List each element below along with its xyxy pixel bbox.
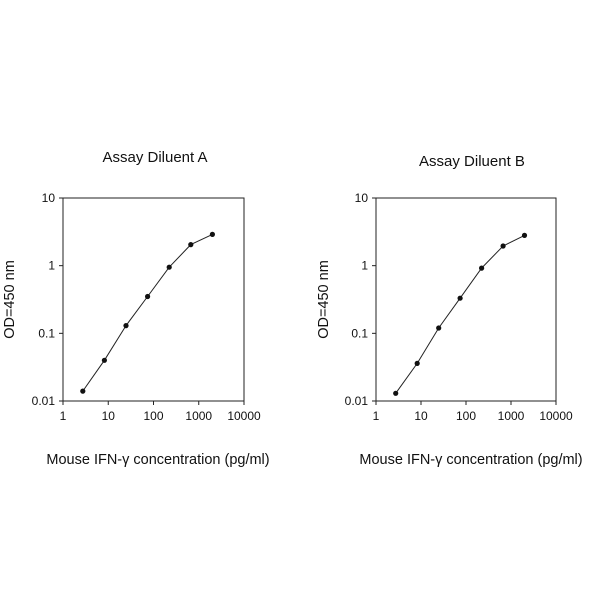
x-tick-label: 1 [373, 409, 380, 423]
x-axis-label: Mouse IFN-γ concentration (pg/ml) [46, 452, 269, 468]
data-point [521, 232, 528, 238]
x-tick-label: 100 [143, 409, 163, 423]
data-point [166, 264, 172, 270]
x-tick-label: 10000 [539, 409, 573, 423]
chart-title: Assay Diluent B [419, 153, 525, 170]
y-tick-label: 1 [361, 259, 368, 273]
y-tick-label: 0.01 [32, 394, 56, 408]
data-point [145, 293, 151, 300]
y-axis-label: OD=450 nm [2, 260, 18, 339]
data-point [500, 243, 506, 249]
series-line [82, 233, 213, 392]
y-tick-label: 0.1 [351, 326, 368, 340]
data-point [80, 388, 86, 394]
x-tick-label: 10 [414, 409, 428, 423]
plot-frame [62, 197, 245, 402]
y-tick-label: 10 [42, 191, 56, 205]
x-tick-label: 100 [456, 409, 476, 423]
y-tick-label: 10 [355, 191, 369, 205]
chart-title: Assay Diluent A [102, 149, 207, 166]
x-tick-label: 1 [60, 409, 67, 423]
data-point [209, 231, 215, 237]
data-point [101, 357, 107, 363]
x-tick-label: 1000 [498, 409, 525, 423]
series-line [395, 234, 525, 394]
x-tick-label: 1000 [185, 409, 212, 423]
chart-panel-1: Assay Diluent A 1 10 100 1000 10000 0.01 0.1 1 10… [2, 149, 270, 468]
data-point [188, 242, 194, 248]
plot-frame [375, 197, 557, 402]
x-tick-label: 10 [102, 409, 116, 423]
data-point [479, 265, 485, 271]
data-point [123, 323, 129, 329]
chart-panel-2: Assay Diluent B 1 10 100 1000 10000 0.01 0.1 1 10… [316, 153, 583, 468]
data-point [436, 325, 442, 331]
y-tick-label: 0.1 [38, 326, 55, 340]
y-tick-label: 1 [48, 259, 55, 273]
x-axis-label: Mouse IFN-γ concentration (pg/ml) [359, 452, 582, 468]
data-point [414, 360, 420, 366]
data-point [393, 390, 399, 396]
data-point [457, 295, 463, 301]
y-tick-label: 0.01 [345, 394, 369, 408]
x-tick-label: 10000 [227, 409, 261, 423]
y-axis-label: OD=450 nm [316, 260, 332, 339]
